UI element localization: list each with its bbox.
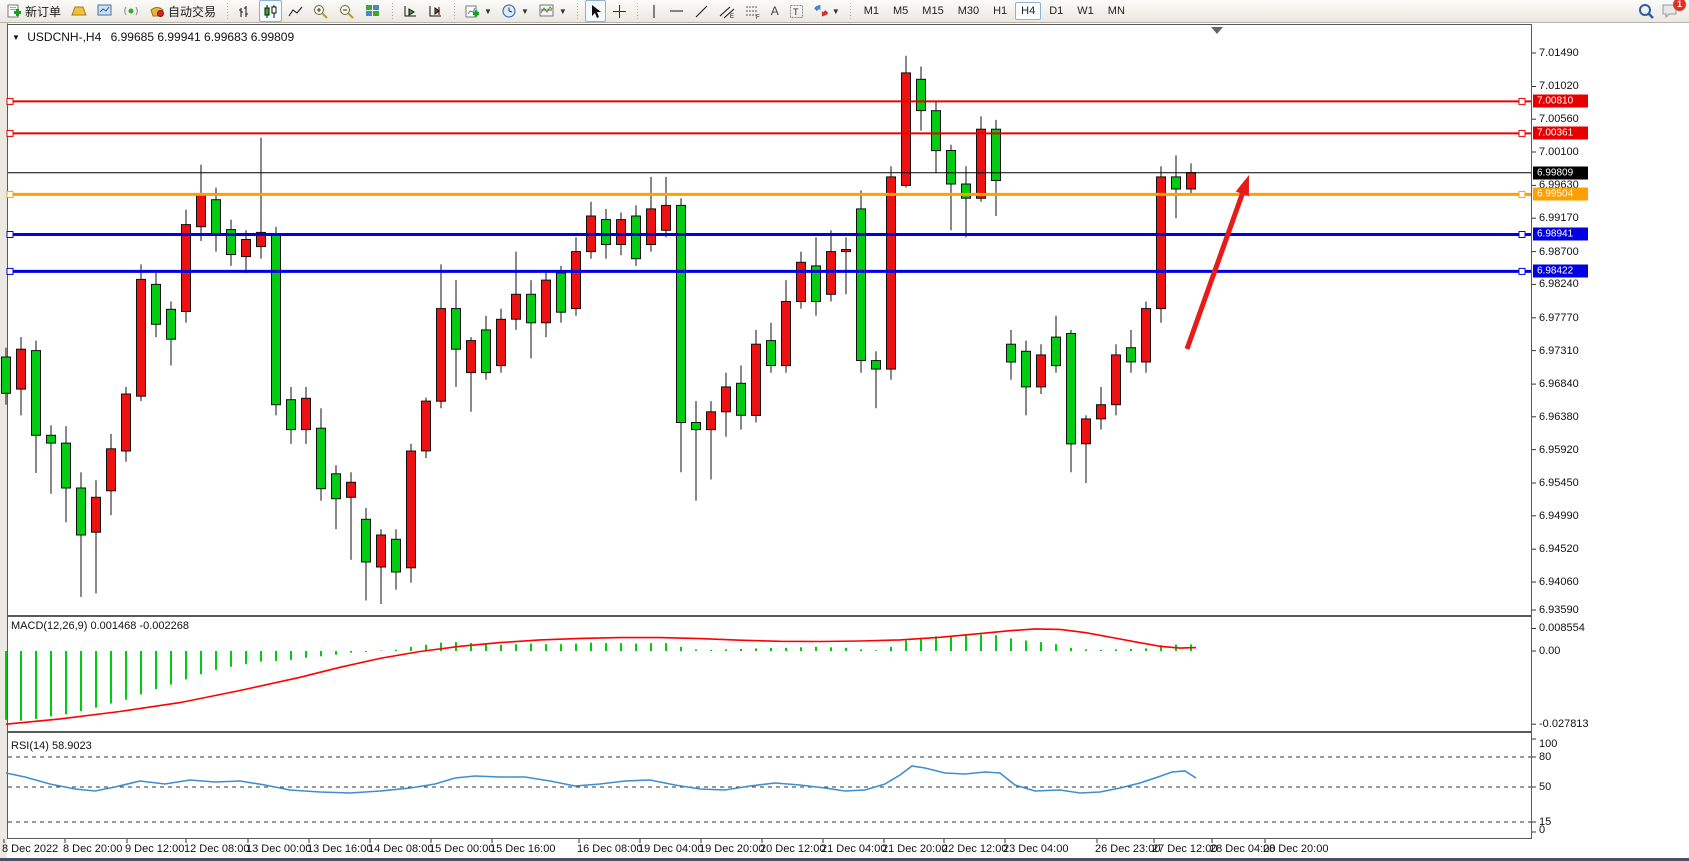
zoom-in-icon <box>313 4 329 19</box>
time-axis[interactable] <box>7 839 1532 858</box>
svg-text:T: T <box>793 7 799 17</box>
candlestick-icon <box>263 4 278 19</box>
toolbar-grip <box>575 3 580 19</box>
zoom-out-icon <box>339 4 355 19</box>
text-tool-icon: A <box>770 4 779 18</box>
arrows-tool-button[interactable]: ▼ <box>810 0 844 22</box>
toolbar-grip <box>225 3 230 19</box>
toolbar-grip <box>390 3 395 19</box>
monitor-chart-icon <box>97 4 113 18</box>
equidistant-channel-icon: E <box>719 4 735 20</box>
timeframe-button-H1[interactable]: H1 <box>993 5 1008 17</box>
gold-ingot-button[interactable] <box>67 0 91 22</box>
tile-windows-icon <box>365 4 381 18</box>
caret-down-icon: ▼ <box>558 6 567 16</box>
notifications-button[interactable]: 1 <box>1661 0 1686 19</box>
zoom-out-button[interactable] <box>335 0 359 22</box>
bar-chart-mode-button[interactable] <box>234 0 257 22</box>
candlestick-mode-button[interactable] <box>259 0 283 22</box>
top-toolbar: 新订单 自动交易 <box>0 0 1689 23</box>
cursor-tool-button[interactable] <box>584 0 606 22</box>
auto-scroll-icon <box>403 4 418 19</box>
timeframe-group: M1 M5 M15 M30 H1 H4 D1 W1 MN <box>857 2 1132 20</box>
chart-shift-button[interactable] <box>424 0 447 22</box>
label-tool-icon: T <box>789 4 804 19</box>
auto-trading-button[interactable]: 自动交易 <box>145 0 220 22</box>
timeframe-button-M5[interactable]: M5 <box>893 5 909 17</box>
new-order-button[interactable]: 新订单 <box>3 0 65 22</box>
bar-chart-icon <box>238 4 253 19</box>
chart-shift-icon <box>428 4 443 19</box>
line-chart-mode-button[interactable] <box>284 0 307 22</box>
new-order-label: 新订单 <box>25 4 62 19</box>
macd-pane[interactable] <box>7 616 1532 732</box>
rsi-pane[interactable] <box>7 732 1532 839</box>
caret-down-icon: ▼ <box>831 6 840 16</box>
caret-down-icon: ▼ <box>520 6 529 16</box>
text-tool-button[interactable]: A <box>767 0 783 22</box>
market-watch-button[interactable] <box>93 0 117 22</box>
toolbar-grip <box>848 3 853 19</box>
toolbar-grip <box>452 3 457 19</box>
timeframe-button-M30[interactable]: M30 <box>957 5 980 17</box>
new-chart-button[interactable]: ▼ <box>461 0 496 22</box>
svg-text:E: E <box>730 14 734 19</box>
period-clock-button[interactable]: ▼ <box>498 0 533 22</box>
horizontal-line-icon <box>669 6 684 16</box>
timeframe-button-M15[interactable]: M15 <box>922 5 944 17</box>
crosshair-icon <box>612 4 627 19</box>
auto-trading-icon <box>149 4 165 18</box>
vertical-line-icon <box>649 4 659 19</box>
arrows-icon <box>813 4 829 18</box>
svg-text:F: F <box>756 15 760 19</box>
channel-tool-button[interactable]: E <box>715 0 739 22</box>
fibonacci-icon: F <box>745 4 761 21</box>
timeframe-button-W1[interactable]: W1 <box>1077 5 1094 17</box>
main-chart-pane[interactable] <box>7 24 1532 616</box>
indicators-icon <box>539 4 555 18</box>
cursor-arrow-icon <box>589 4 602 19</box>
window-bottom-edge <box>0 858 1689 861</box>
search-icon[interactable] <box>1638 3 1655 20</box>
horizontal-line-tool-button[interactable] <box>665 0 688 22</box>
vertical-line-tool-button[interactable] <box>645 0 663 22</box>
timeframe-button-H4[interactable]: H4 <box>1015 2 1042 20</box>
gold-ingot-icon <box>71 4 87 18</box>
signal-icon <box>123 4 139 18</box>
trendline-icon <box>694 4 709 19</box>
toolbar-grip <box>635 3 640 19</box>
line-chart-icon <box>288 4 303 19</box>
notification-badge: 1 <box>1673 0 1686 11</box>
new-order-icon <box>7 4 22 19</box>
price-axis[interactable] <box>1532 24 1689 858</box>
auto-trading-label: 自动交易 <box>168 4 217 19</box>
tile-windows-button[interactable] <box>361 0 385 22</box>
trendline-tool-button[interactable] <box>690 0 713 22</box>
fibonacci-tool-button[interactable]: F <box>741 0 765 22</box>
clock-icon <box>502 4 517 19</box>
zoom-in-button[interactable] <box>309 0 333 22</box>
timeframe-button-M1[interactable]: M1 <box>863 5 880 17</box>
label-tool-button[interactable]: T <box>785 0 808 22</box>
signal-button[interactable] <box>119 0 143 22</box>
timeframe-button-D1[interactable]: D1 <box>1049 5 1064 17</box>
timeframe-button-MN[interactable]: MN <box>1107 5 1125 17</box>
crosshair-tool-button[interactable] <box>608 0 631 22</box>
caret-down-icon: ▼ <box>484 6 492 16</box>
auto-scroll-button[interactable] <box>399 0 422 22</box>
indicators-button[interactable]: ▼ <box>535 0 571 22</box>
new-chart-icon <box>465 4 480 19</box>
